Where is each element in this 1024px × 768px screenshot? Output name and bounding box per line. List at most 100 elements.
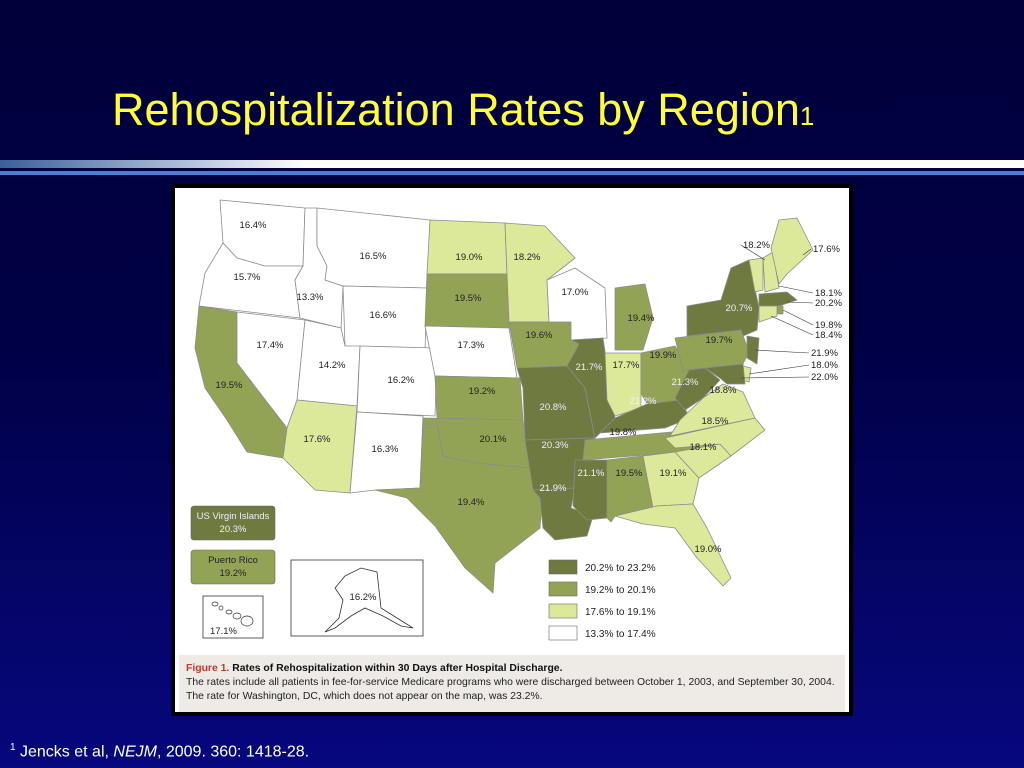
- state-value-MO: 20.8%: [540, 402, 567, 413]
- state-RI: [776, 305, 784, 315]
- title-footnote-marker: 1: [799, 101, 815, 131]
- state-CO: [356, 345, 438, 417]
- state-value-DE: 18.0%: [811, 360, 838, 371]
- legend-label-0: 20.2% to 23.2%: [585, 563, 656, 574]
- state-value-CT: 18.4%: [815, 330, 842, 341]
- state-value-FL: 19.0%: [695, 544, 722, 555]
- state-value-OR: 15.7%: [234, 272, 261, 283]
- state-value-NC: 18.5%: [702, 416, 729, 427]
- state-MI: [614, 283, 654, 351]
- state-MT: [316, 207, 431, 289]
- state-KS: [434, 375, 524, 421]
- state-FL: [614, 503, 732, 587]
- state-value-CO: 16.2%: [388, 375, 415, 386]
- legend-label-1: 19.2% to 20.1%: [585, 585, 656, 596]
- leader-line-VT: [740, 244, 766, 261]
- state-NY: [686, 259, 760, 337]
- legend-label-3: 13.3% to 17.4%: [585, 629, 656, 640]
- state-value-NY: 20.7%: [726, 303, 753, 314]
- state-value-NM: 16.3%: [372, 444, 399, 455]
- state-WV: [674, 367, 721, 411]
- state-value-PA: 19.7%: [706, 335, 733, 346]
- hawaii-island-3: [232, 612, 242, 620]
- state-CT: [758, 305, 778, 323]
- state-value-AZ: 17.6%: [304, 434, 331, 445]
- state-NH: [762, 251, 780, 293]
- state-AZ: [282, 399, 358, 494]
- state-value-ND: 19.0%: [456, 252, 483, 263]
- title-divider: [0, 160, 1024, 168]
- state-value-OK: 20.1%: [480, 434, 507, 445]
- us-choropleth-map: 16.4% 15.7% 19.5% 17.4% 13.3% 16.5% 16.6% 14.2%…: [190, 199, 842, 641]
- title-divider-accent: [0, 171, 1024, 175]
- figure-title: Rates of Rehospitalization within 30 Day…: [229, 663, 563, 674]
- caption-title-line: Figure 1. Rates of Rehospitalization wit…: [186, 662, 837, 676]
- legend-swatch-3: [548, 625, 578, 641]
- state-value-MS: 21.1%: [578, 468, 605, 479]
- state-value-IL: 21.7%: [576, 362, 603, 373]
- figure-panel: 16.4% 15.7% 19.5% 17.4% 13.3% 16.5% 16.6% 14.2%…: [175, 188, 849, 712]
- hawaii-island-4: [240, 615, 254, 627]
- state-ND: [426, 219, 508, 275]
- state-value-NE: 17.3%: [458, 340, 485, 351]
- state-value-MD: 22.0%: [811, 372, 838, 383]
- hawaii-island-1: [218, 605, 224, 611]
- state-MA: [758, 291, 798, 307]
- footnote-citation: , 2009. 360: 1418-28.: [156, 743, 310, 761]
- state-IA: [508, 321, 580, 369]
- state-value-VA: 18.8%: [710, 385, 737, 396]
- figure-caption: Figure 1. Rates of Rehospitalization wit…: [179, 655, 845, 712]
- state-TX: [374, 423, 544, 594]
- state-value-MA: 20.2%: [815, 298, 842, 309]
- state-value-TN: 19.8%: [610, 427, 637, 438]
- footnote-journal: NEJM: [113, 743, 157, 761]
- state-value-VT: 18.2%: [743, 240, 770, 251]
- leader-line-DE: [748, 364, 810, 375]
- figure-label: Figure 1.: [186, 663, 230, 674]
- leader-line-CT: [770, 315, 814, 336]
- alaska-shape: [324, 567, 414, 633]
- state-value-WV: 21.3%: [672, 377, 699, 388]
- leader-line-RI: [782, 309, 814, 326]
- source-footnote: 1 Jencks et al, NEJM, 2009. 360: 1418-28…: [10, 742, 309, 761]
- hawaii-island-2: [225, 609, 233, 615]
- territory-name-1: Puerto Rico: [208, 555, 258, 566]
- state-value-WY: 16.6%: [370, 310, 397, 321]
- state-value-CA: 19.5%: [216, 380, 243, 391]
- state-value-SD: 19.5%: [455, 293, 482, 304]
- leader-line-MD: [740, 376, 810, 379]
- caption-line-3: The rate for Washington, DC, which does …: [186, 691, 543, 702]
- state-NJ: [746, 335, 760, 365]
- leader-line-NH: [778, 285, 814, 294]
- legend-swatch-1: [548, 581, 578, 597]
- state-value-ID: 13.3%: [297, 292, 324, 303]
- state-value-NJ: 21.9%: [811, 348, 838, 359]
- legend-swatch-0: [548, 559, 578, 575]
- hawaii-island-0: [211, 601, 219, 607]
- state-value-TX: 19.4%: [458, 497, 485, 508]
- caption-line-2: The rates include all patients in fee-fo…: [186, 677, 835, 688]
- footnote-marker: 1: [10, 742, 16, 753]
- leader-line-MA: [786, 301, 814, 304]
- state-value-SC: 18.1%: [690, 442, 717, 453]
- slide-title: Rehospitalization Rates by Region1: [112, 82, 972, 138]
- state-value-MT: 16.5%: [360, 251, 387, 262]
- state-value-ME: 17.6%: [813, 244, 840, 255]
- territory-box-0: [190, 505, 276, 541]
- state-value-AR: 20.3%: [542, 440, 569, 451]
- state-value-IN: 17.7%: [613, 360, 640, 371]
- state-value-MN: 18.2%: [514, 252, 541, 263]
- hawaii-value: 17.1%: [210, 626, 237, 637]
- state-value-UT: 14.2%: [319, 360, 346, 371]
- leader-line-NJ: [754, 349, 810, 354]
- legend-label-2: 17.6% to 19.1%: [585, 607, 656, 618]
- legend-swatch-2: [548, 603, 578, 619]
- state-value-NH: 18.1%: [815, 288, 842, 299]
- state-NE: [424, 325, 518, 379]
- state-value-KY: 21.2%: [630, 396, 657, 407]
- state-value-GA: 19.1%: [660, 468, 687, 479]
- state-IL: [566, 337, 616, 439]
- slide-title-text: Rehospitalization Rates by Region: [112, 84, 800, 135]
- figure-frame: 16.4% 15.7% 19.5% 17.4% 13.3% 16.5% 16.6% 14.2%…: [171, 184, 853, 716]
- state-value-RI: 19.8%: [815, 320, 842, 331]
